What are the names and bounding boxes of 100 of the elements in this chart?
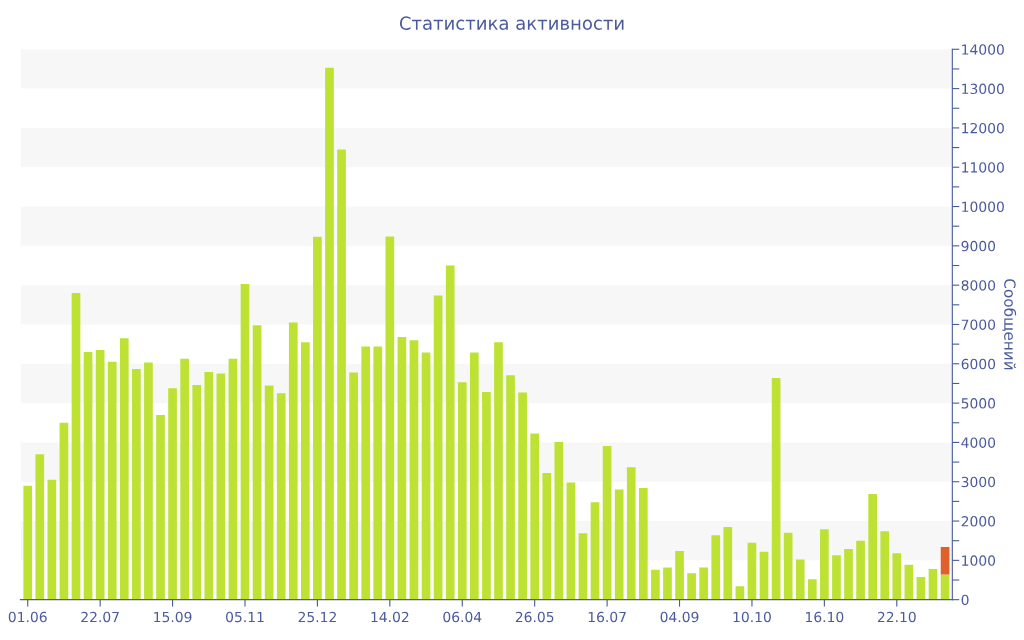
bar — [699, 567, 709, 600]
bar — [928, 569, 938, 600]
bar — [711, 535, 721, 600]
y-tick-label: 4000 — [961, 437, 996, 448]
bar — [59, 422, 69, 600]
bar — [288, 322, 298, 600]
bar — [663, 567, 672, 600]
bar — [228, 358, 238, 600]
x-tick-label: 06.04 — [443, 611, 482, 623]
x-tick-label: 26.05 — [515, 611, 554, 623]
y-tick-label: 12000 — [962, 122, 1004, 134]
bar — [409, 340, 419, 600]
bar — [144, 362, 153, 600]
bar — [820, 529, 829, 600]
bar — [301, 342, 310, 600]
y-tick-label: 2000 — [961, 516, 996, 527]
y-tick-label: 8000 — [961, 280, 996, 291]
bar — [759, 551, 769, 600]
bar — [807, 579, 817, 600]
bar — [313, 236, 322, 600]
bar — [204, 372, 214, 600]
bar — [445, 265, 455, 600]
bar — [457, 382, 467, 600]
x-tick-label: 16.10 — [806, 611, 844, 623]
bar — [325, 67, 334, 600]
bar — [180, 358, 189, 600]
bar — [469, 352, 479, 600]
bar — [554, 442, 564, 600]
y-tick-label: 1000 — [962, 555, 996, 566]
y-tick-label: 0 — [961, 594, 969, 606]
bar — [192, 385, 202, 600]
chart-title: Статистика активности — [399, 16, 624, 30]
bar — [95, 350, 105, 600]
bar — [856, 540, 865, 600]
x-tick-label: 16.07 — [588, 611, 626, 623]
y-tick-label: 9000 — [961, 240, 996, 252]
bar — [397, 337, 407, 600]
bar — [349, 372, 358, 600]
x-tick-label: 22.10 — [877, 611, 916, 623]
bar — [518, 392, 527, 600]
bar — [723, 526, 733, 600]
bar — [373, 346, 383, 600]
bar — [747, 542, 757, 600]
bar — [626, 467, 636, 600]
bar — [578, 533, 588, 600]
bar — [651, 569, 660, 600]
bar — [23, 485, 33, 600]
bar — [542, 473, 552, 600]
bar — [47, 479, 57, 600]
bar — [216, 373, 226, 600]
bar — [361, 346, 371, 600]
bar — [119, 338, 129, 600]
bar — [590, 502, 600, 600]
bar — [868, 493, 877, 600]
y-axis-title: Сообщений — [1002, 279, 1017, 370]
bar — [83, 352, 93, 600]
bar — [385, 236, 395, 600]
y-tick-label: 10000 — [962, 201, 1004, 213]
bar — [168, 388, 177, 600]
x-tick-label: 14.02 — [371, 611, 409, 623]
bar — [494, 342, 503, 600]
bar — [132, 368, 141, 600]
bar — [276, 393, 286, 600]
bar — [240, 283, 250, 600]
bar — [832, 555, 841, 600]
bar — [687, 573, 696, 600]
x-tick-label: 01.06 — [8, 611, 47, 623]
bar — [735, 586, 745, 600]
bar — [795, 559, 805, 600]
y-tick-label: 5000 — [961, 398, 996, 409]
y-tick-label: 7000 — [961, 319, 996, 330]
bar — [940, 547, 950, 575]
bar — [107, 361, 117, 600]
bar — [264, 385, 274, 600]
bar — [252, 325, 262, 600]
x-tick-label: 04.09 — [660, 611, 699, 623]
bar — [614, 489, 624, 600]
bar — [433, 295, 443, 600]
x-tick-label: 22.07 — [81, 611, 119, 623]
y-tick-label: 13000 — [962, 83, 1004, 95]
bar — [844, 548, 853, 600]
bar — [892, 553, 902, 600]
bar — [638, 488, 648, 600]
y-tick-label: 3000 — [961, 476, 996, 488]
x-tick-label: 10.10 — [733, 611, 771, 623]
bar — [530, 433, 540, 600]
y-tick-label: 14000 — [962, 44, 1004, 55]
bar — [566, 482, 576, 600]
bar — [675, 550, 684, 600]
y-tick-label: 11000 — [962, 162, 1004, 173]
x-tick-label: 25.12 — [298, 611, 336, 623]
bar — [421, 352, 431, 600]
bar — [506, 375, 515, 600]
y-tick-label: 6000 — [961, 358, 996, 370]
bar — [783, 532, 793, 600]
bar — [35, 454, 45, 600]
bar — [337, 149, 346, 600]
bar — [602, 445, 612, 600]
bar — [482, 392, 491, 600]
x-tick-label: 15.09 — [154, 611, 192, 623]
